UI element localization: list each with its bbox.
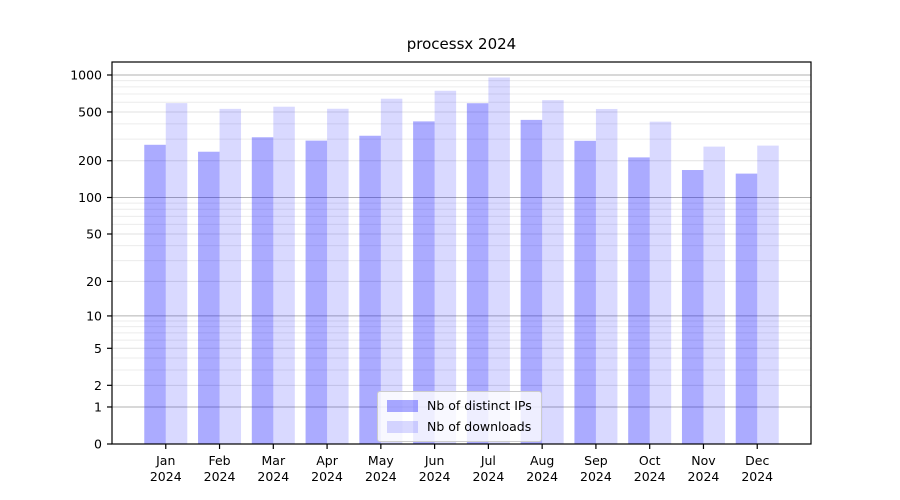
x-tick-label-month: Feb: [208, 453, 230, 468]
x-tick-label-year: 2024: [365, 469, 397, 484]
x-tick-label-year: 2024: [526, 469, 558, 484]
bar-distinct-ips-oct: [628, 157, 650, 444]
bar-downloads-dec: [757, 145, 779, 445]
y-tick-label: 1000: [70, 68, 102, 83]
bar-distinct-ips-may: [359, 135, 381, 444]
y-tick-label: 1: [94, 399, 102, 414]
x-tick-label-month: Jan: [155, 453, 175, 468]
x-tick-label-month: Mar: [262, 453, 286, 468]
bar-distinct-ips-mar: [251, 137, 274, 444]
x-tick-label-month: Sep: [584, 453, 608, 468]
bar-downloads-aug: [542, 100, 564, 445]
bar-downloads-feb: [219, 108, 242, 444]
bar-downloads-jan: [165, 103, 188, 445]
x-tick-label-year: 2024: [204, 469, 236, 484]
bar-downloads-mar: [273, 106, 295, 445]
bar-distinct-ips-dec: [735, 173, 758, 444]
bar-downloads-may: [380, 98, 403, 445]
legend-label-distinct-ips: Nb of distinct IPs: [427, 398, 532, 413]
legend-label-downloads: Nb of downloads: [427, 419, 532, 434]
legend-swatch-distinct-ips: [387, 400, 418, 412]
legend-item-distinct-ips: Nb of distinct IPs: [387, 398, 532, 414]
bar-distinct-ips-jan: [144, 144, 166, 444]
x-tick-label-month: Nov: [691, 453, 716, 468]
x-tick-label-year: 2024: [150, 469, 182, 484]
x-tick-label-month: Aug: [530, 453, 554, 468]
chart-title: processx 2024: [406, 35, 517, 53]
bar-downloads-nov: [703, 146, 725, 444]
x-tick-label-month: Dec: [745, 453, 769, 468]
legend: Nb of distinct IPs Nb of downloads: [377, 391, 542, 442]
bar-distinct-ips-nov: [681, 170, 704, 444]
y-tick-label: 100: [78, 190, 102, 205]
x-tick-label-month: Jul: [480, 453, 496, 468]
bar-distinct-ips-apr: [305, 140, 328, 444]
y-tick-label: 200: [78, 153, 102, 168]
bar-downloads-sep: [595, 108, 618, 444]
bar-distinct-ips-aug: [520, 119, 543, 445]
bar-distinct-ips-jul: [466, 103, 489, 445]
bar-distinct-ips-feb: [198, 151, 220, 444]
y-tick-label: 500: [78, 104, 102, 119]
bar-distinct-ips-jun: [413, 121, 435, 444]
x-tick-label-year: 2024: [311, 469, 343, 484]
bar-downloads-oct: [649, 121, 672, 444]
bar-distinct-ips-sep: [574, 140, 596, 445]
y-tick-label: 5: [94, 341, 102, 356]
bar-downloads-jul: [488, 77, 510, 445]
x-tick-label-month: Apr: [316, 453, 338, 468]
y-tick-label: 10: [86, 308, 102, 323]
plot-border: [111, 61, 812, 445]
x-tick-label-month: Oct: [639, 453, 661, 468]
y-tick-label: 0: [94, 437, 102, 452]
legend-item-downloads: Nb of downloads: [387, 419, 532, 435]
x-tick-label-year: 2024: [472, 469, 504, 484]
legend-swatch-downloads: [387, 421, 418, 433]
y-tick-label: 2: [94, 378, 102, 393]
y-tick-label: 50: [86, 226, 102, 241]
x-tick-label-year: 2024: [741, 469, 773, 484]
x-tick-label-year: 2024: [634, 469, 666, 484]
bar-downloads-jun: [434, 90, 457, 445]
x-tick-label-year: 2024: [580, 469, 612, 484]
x-tick-label-year: 2024: [419, 469, 451, 484]
x-tick-label-year: 2024: [688, 469, 720, 484]
x-tick-label-month: May: [368, 453, 394, 468]
x-tick-label-month: Jun: [424, 453, 445, 468]
x-tick-label-year: 2024: [257, 469, 289, 484]
y-tick-label: 20: [86, 274, 102, 289]
bar-downloads-apr: [327, 108, 349, 444]
